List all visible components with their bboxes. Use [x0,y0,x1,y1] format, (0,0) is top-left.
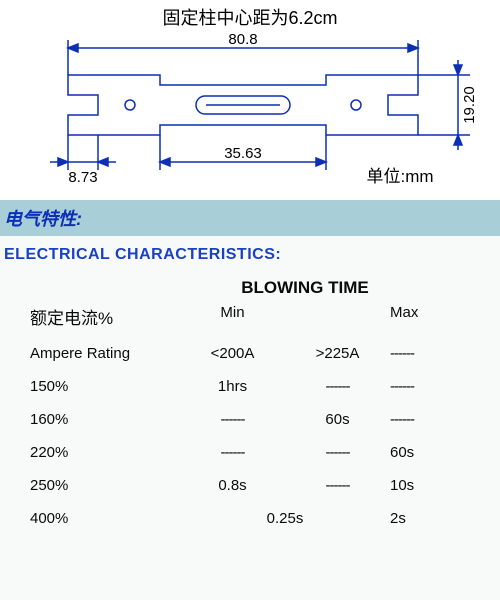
cell: ------ [390,378,480,395]
col-header-rating-en: Ampere Rating [30,345,180,362]
heading-en-text: ELECTRICAL CHARACTERISTICS: [4,246,281,263]
cell-pct: 150% [30,378,180,395]
cell: ------ [180,411,285,428]
blowing-time-title: BLOWING TIME [130,278,480,298]
cell-pct: 400% [30,510,180,527]
subcol-200a: <200A [180,345,285,362]
characteristics-table: BLOWING TIME 额定电流% Min Max Ampere Rating… [0,272,500,527]
col-header-min: Min [180,304,285,329]
cell: 60s [285,411,390,428]
col-header-rating-cn: 额定电流% [30,304,180,329]
section-heading-en: ELECTRICAL CHARACTERISTICS: [0,236,500,272]
cell: ------ [390,345,480,362]
svg-text:80.8: 80.8 [228,31,257,48]
svg-text:35.63: 35.63 [224,145,262,162]
cell-pct: 220% [30,444,180,461]
svg-text:固定柱中心距为6.2cm: 固定柱中心距为6.2cm [162,8,337,28]
cell: 10s [390,477,480,494]
cell: ------ [285,444,390,461]
cell: 1hrs [180,378,285,395]
svg-text:8.73: 8.73 [68,169,97,186]
cell: ------ [390,411,480,428]
cell-pct: 160% [30,411,180,428]
col-header-max: Max [390,304,480,329]
section-heading-cn: 电气特性: [0,200,500,236]
fuse-dimension-diagram: 固定柱中心距为6.2cm 80.8 8.73 [0,0,500,200]
cell: 2s [390,510,480,527]
cell: ------ [285,378,390,395]
cell-pct: 250% [30,477,180,494]
subcol-225a: >225A [285,345,390,362]
cell: 0.8s [180,477,285,494]
svg-text:单位:mm: 单位:mm [366,167,433,186]
cell: 60s [390,444,480,461]
cell: 0.25s [180,510,390,527]
svg-text:19.20: 19.20 [461,86,478,124]
heading-cn-text: 电气特性: [4,205,82,231]
cell: ------ [285,477,390,494]
cell: ------ [180,444,285,461]
